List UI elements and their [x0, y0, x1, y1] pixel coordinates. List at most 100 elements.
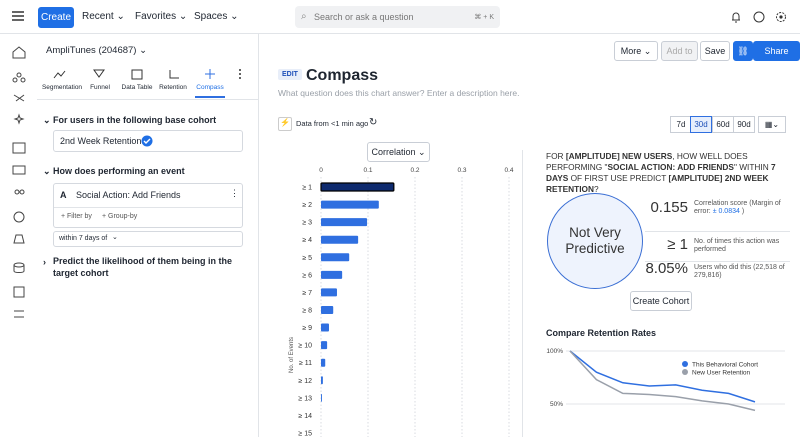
retention-title: Compare Retention Rates [546, 328, 657, 338]
y-tick-label: ≥ 14 [298, 413, 312, 420]
stat-value: ≥ 1 [667, 236, 688, 253]
tab[interactable]: Segmentation [41, 84, 83, 91]
section-heading[interactable]: ⌄ How does performing an event [43, 166, 185, 176]
divider [37, 99, 258, 100]
menu[interactable]: Spaces ⌄ [194, 11, 239, 22]
y-tick-label: 100% [546, 348, 563, 355]
metric: Correlation [371, 147, 416, 157]
legend-marker [682, 361, 688, 367]
question-text: " WITHIN [733, 162, 772, 172]
x-tick-label: 0.2 [410, 167, 419, 174]
tab[interactable]: Data Table [121, 84, 153, 91]
chart-title[interactable]: Compass [306, 67, 379, 84]
active-tab-indicator [195, 96, 225, 98]
section-heading[interactable]: ⌄ For users in the following base cohort [43, 115, 217, 125]
divider [54, 207, 242, 208]
menu[interactable]: Recent ⌄ [82, 11, 125, 22]
refresh-icon[interactable]: ↻ [369, 117, 378, 128]
divider [645, 261, 790, 262]
edit-badge[interactable]: EDIT [278, 69, 302, 80]
bar [321, 270, 343, 279]
top-bar [0, 0, 800, 34]
x-tick-label: 0.1 [363, 167, 372, 174]
stat-label: Users who did this (22,518 of 279,816) [694, 264, 785, 279]
save-button[interactable]: Save [700, 41, 730, 61]
tab-icons[interactable] [52, 68, 252, 82]
legend-label: This Behavioral Cohort [692, 362, 758, 369]
y-tick-label: ≥ 15 [298, 430, 312, 437]
description[interactable]: What question does this chart answer? En… [278, 88, 520, 98]
x-tick-label: 0.3 [457, 167, 466, 174]
rail-icons[interactable] [12, 45, 26, 325]
x-tick-label: 0.4 [504, 167, 513, 174]
bar [321, 341, 328, 350]
link-button[interactable]: ⛓ [733, 41, 753, 61]
lightning-icon[interactable]: ⚡ [278, 117, 292, 131]
y-tick-label: ≥ 7 [302, 290, 312, 297]
verdict-text: Not Very Predictive [565, 225, 625, 256]
cohort-box[interactable]: 2nd Week Retention [53, 130, 243, 152]
create-cohort-button[interactable]: Create Cohort [630, 291, 692, 311]
y-tick-label: ≥ 3 [302, 220, 312, 227]
filter-link[interactable]: + Filter by [61, 213, 92, 220]
menu-label[interactable]: Favorites [135, 11, 177, 22]
y-tick-label: ≥ 12 [298, 378, 312, 385]
question: FOR [AMPLITUDE] NEW USERS, HOW WELL DOES… [546, 151, 782, 195]
menu-label[interactable]: Spaces [194, 11, 228, 22]
metric-dropdown[interactable]: Correlation ⌄ [367, 142, 430, 162]
bar [321, 218, 368, 227]
event-letter: A [60, 190, 67, 200]
verdict: Not Very Predictive [547, 193, 643, 289]
calendar-button[interactable]: ▦⌄ [758, 116, 786, 133]
left-panel [37, 34, 259, 437]
stat-label-text: Correlation score (Margin of error: [694, 200, 781, 215]
bar [321, 288, 337, 297]
section-heading[interactable]: Predict the likelihood of them being in … [53, 256, 233, 278]
tab[interactable]: Retention [159, 84, 187, 91]
event-name[interactable]: Social Action: Add Friends [76, 190, 181, 200]
question-text: OF FIRST USE PREDICT [568, 173, 669, 183]
stat-label: Correlation score (Margin of error: ± 0.… [694, 200, 790, 216]
y-axis-label: No. of Events [289, 337, 295, 373]
project-selector[interactable]: AmpliTunes (204687) ⌄ [46, 45, 148, 56]
project-name[interactable]: AmpliTunes (204687) [46, 45, 137, 56]
data-status: Data from <1 min ago [296, 119, 369, 128]
y-tick-label: ≥ 2 [302, 202, 312, 209]
search-box[interactable]: ⌕ Search or ask a question ⌘ + K [295, 6, 500, 28]
kebab[interactable]: ⋮ [230, 188, 239, 198]
event-box[interactable]: A Social Action: Add Friends ⋮ + Filter … [53, 183, 243, 228]
top-icons[interactable] [728, 9, 792, 25]
bar [321, 200, 379, 209]
time-window[interactable]: within 7 days of ⌄ [53, 231, 243, 247]
stat-detail: ± 0.0834 [712, 208, 740, 215]
more-button[interactable]: More ⌄ [614, 41, 658, 61]
legend-label: New User Retention [692, 370, 751, 377]
bar [321, 305, 334, 314]
menu-label[interactable]: Recent [82, 11, 114, 22]
group-link[interactable]: + Group-by [102, 213, 138, 220]
stat-label: No. of times this action was performed [694, 238, 780, 253]
menu[interactable]: Favorites ⌄ [135, 11, 188, 22]
share-button[interactable]: Share [753, 41, 800, 61]
question-text: ? [593, 184, 599, 194]
y-tick-label: ≥ 4 [302, 237, 312, 244]
create-button[interactable]: Create [38, 7, 74, 28]
tab[interactable]: Funnel [90, 84, 110, 91]
check-icon [141, 135, 153, 147]
line [569, 350, 756, 412]
question-text: , HOW WELL DOES PERFORMING " [546, 151, 748, 172]
heading-text: How does performing an event [53, 166, 185, 176]
range-button[interactable]: 90d [733, 116, 755, 133]
add-to-button[interactable]: Add to [661, 41, 698, 61]
range-button[interactable]: 30d [690, 116, 712, 133]
menu-icon[interactable] [12, 11, 24, 21]
tab[interactable]: Compass [196, 84, 224, 91]
search-placeholder: Search or ask a question [314, 12, 414, 22]
divider [522, 150, 523, 437]
question-emphasis: [AMPLITUDE] 2ND WEEK RETENTION [546, 173, 769, 194]
y-tick-label: ≥ 13 [298, 395, 312, 402]
line [569, 350, 756, 403]
y-tick-label: ≥ 9 [302, 325, 312, 332]
